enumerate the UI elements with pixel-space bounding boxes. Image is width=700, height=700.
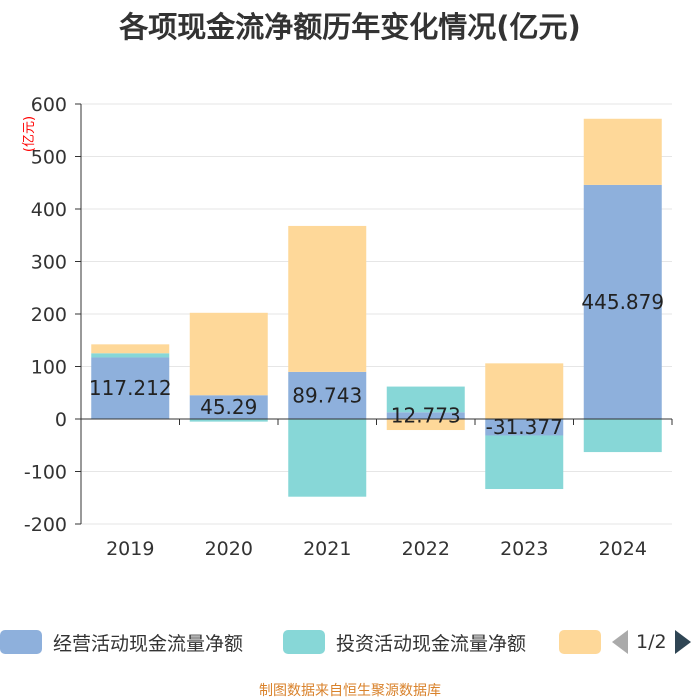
bar-value-label: 45.29 — [200, 395, 257, 419]
bar-2020-series-0 — [189, 395, 268, 419]
legend-label-operating: 经营活动现金流量净额 — [53, 632, 244, 655]
legend-next-arrow-icon[interactable] — [674, 630, 691, 654]
source-text: 制图数据来自恒生聚源数据库 — [259, 683, 441, 699]
y-tick-label: -200 — [24, 514, 67, 536]
bar-2021-series-0 — [288, 371, 367, 419]
x-tick-label: 2020 — [205, 538, 253, 560]
bar-2022-series-2 — [386, 419, 465, 431]
axis-layer — [75, 103, 673, 525]
legend-swatch-third — [559, 630, 601, 654]
y-tick-label: -100 — [24, 462, 67, 484]
bar-2020-series-1 — [189, 419, 268, 422]
bar-value-label: 89.743 — [292, 383, 362, 407]
x-tick-label: 2023 — [500, 538, 548, 560]
y-tick-label: 500 — [31, 147, 67, 169]
legend-item-third[interactable] — [559, 622, 601, 662]
bar-2021-series-1 — [288, 419, 367, 497]
bar-value-label: 445.879 — [581, 290, 664, 314]
x-tick-label: 2019 — [106, 538, 154, 560]
bar-2021-series-2 — [288, 225, 367, 372]
bar-value-label: -31.377 — [486, 415, 563, 439]
legend-pagination: 1/2 — [612, 622, 691, 662]
bar-2023-series-1 — [485, 435, 564, 490]
y-axis-unit-label: (亿元) — [22, 116, 37, 152]
chart-title: 各项现金流净额历年变化情况(亿元) — [119, 10, 581, 44]
bar-2022-series-1 — [386, 386, 465, 413]
legend: 经营活动现金流量净额 投资活动现金流量净额 1/2 — [0, 622, 700, 662]
y-tick-label: 0 — [55, 409, 67, 431]
y-tick-label: 600 — [31, 94, 67, 116]
y-tick-label: 200 — [31, 304, 67, 326]
bar-2019-series-2 — [91, 344, 170, 354]
legend-page-indicator: 1/2 — [636, 631, 667, 653]
bar-2019-series-1 — [91, 353, 170, 358]
label-layer: -200 -100 0 100 200 300 400 500 600(亿元) 117.212 20… — [22, 94, 664, 560]
legend-label-investing: 投资活动现金流量净额 — [336, 632, 527, 655]
bar-value-label: 117.212 — [89, 376, 172, 400]
x-tick-label: 2021 — [303, 538, 351, 560]
y-tick-label: 300 — [31, 252, 67, 274]
legend-item-operating[interactable]: 经营活动现金流量净额 — [0, 622, 243, 662]
bar-2019-series-0 — [91, 357, 170, 419]
bar-2023-series-0 — [485, 419, 564, 436]
legend-swatch-operating — [0, 630, 42, 654]
y-tick-label: 100 — [31, 357, 67, 379]
bar-value-label: 12.773 — [391, 404, 461, 428]
x-tick-label: 2022 — [402, 538, 450, 560]
legend-swatch-investing — [283, 630, 325, 654]
bar-layer — [91, 118, 662, 497]
y-tick-label: 400 — [31, 199, 67, 221]
bar-2023-series-2 — [485, 363, 564, 419]
grid-layer — [81, 103, 672, 525]
legend-prev-arrow-icon[interactable] — [612, 630, 628, 654]
legend-item-investing[interactable]: 投资活动现金流量净额 — [283, 622, 526, 662]
bar-2024-series-1 — [583, 419, 662, 453]
bar-2022-series-0 — [386, 412, 465, 419]
bar-2024-series-0 — [583, 184, 662, 419]
bar-2024-series-2 — [583, 118, 662, 185]
x-tick-label: 2024 — [599, 538, 647, 560]
bar-2020-series-2 — [189, 312, 268, 396]
